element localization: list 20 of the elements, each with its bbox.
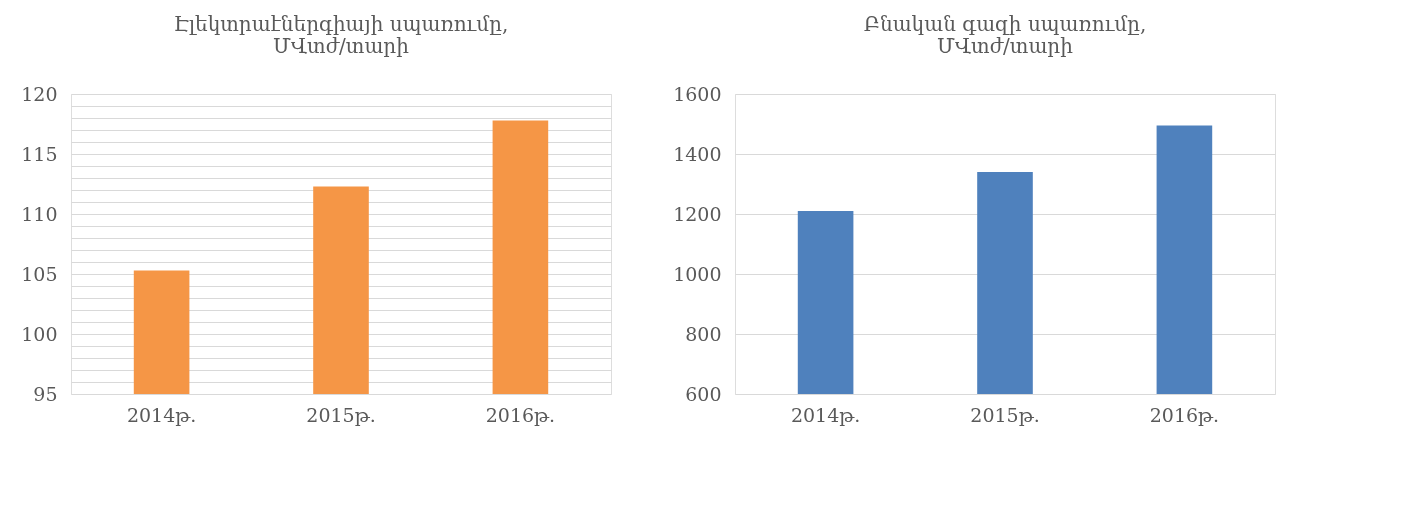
y-tick-label: 1600: [673, 82, 722, 105]
y-tick-label: 600: [685, 382, 722, 405]
y-tick-label: 1400: [673, 142, 722, 165]
y-tick-label: 800: [685, 322, 722, 345]
y-tick-label: 100: [21, 322, 58, 345]
chart-title: Բնական գազի սպառումը, ՄՎտժ/տարի: [863, 12, 1147, 58]
chart-title: Էլեկտրաէներգիայի սպառումը, ՄՎտժ/տարի: [173, 12, 509, 58]
y-tick-label: 1200: [673, 202, 722, 225]
x-tick-label: 2015թ.: [306, 403, 376, 426]
y-tick-label: 120: [21, 82, 58, 105]
y-tick-label: 95: [33, 382, 58, 405]
y-tick-label: 115: [21, 142, 58, 165]
x-tick-label: 2016թ.: [1149, 403, 1220, 426]
x-tick-label: 2016թ.: [485, 403, 556, 426]
y-tick-label: 105: [21, 262, 58, 285]
x-tick-label: 2014թ.: [790, 403, 861, 426]
y-tick-label: 110: [21, 202, 58, 225]
y-tick-label: 1000: [673, 262, 722, 285]
x-tick-label: 2014թ.: [126, 403, 197, 426]
x-tick-label: 2015թ.: [970, 403, 1040, 426]
